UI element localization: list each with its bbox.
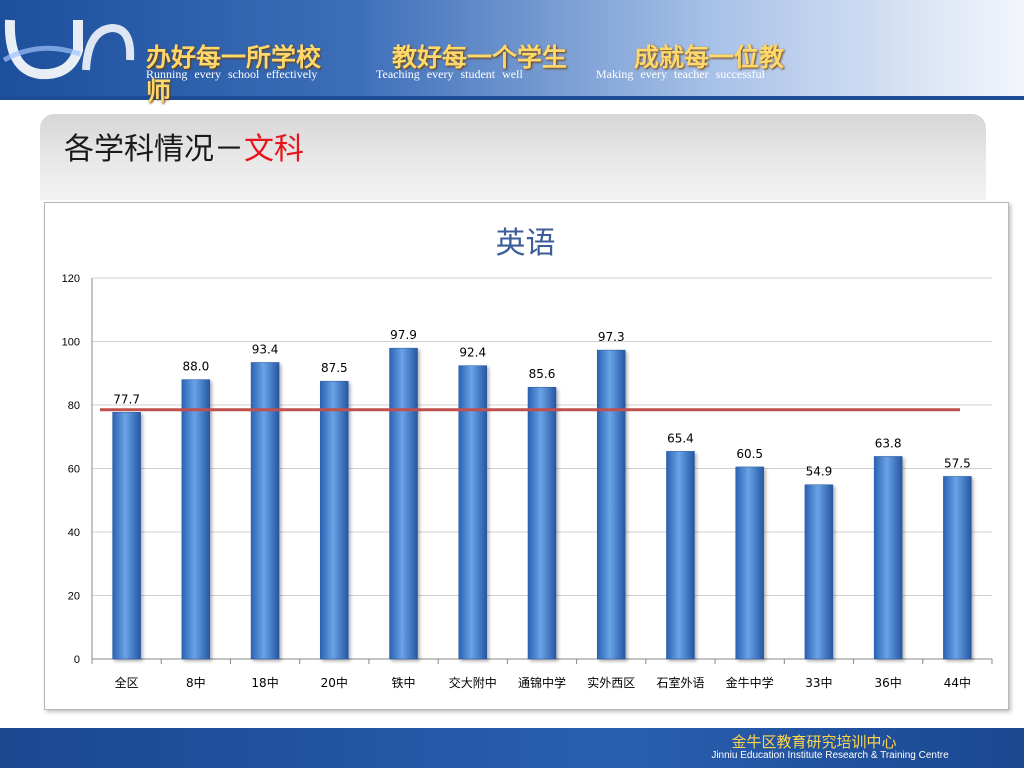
motto-cn-tail: 师 <box>146 77 172 106</box>
header-divider <box>0 96 1024 100</box>
bar-0 <box>112 412 141 660</box>
slide-title-main: 各学科情况－ <box>64 132 244 167</box>
y-tick-label: 20 <box>68 591 80 603</box>
y-tick-label: 100 <box>62 337 80 349</box>
x-category-label: 36中 <box>875 675 902 690</box>
bar-12 <box>943 476 972 660</box>
footer-org-en: Jinniu Education Institute Research & Tr… <box>711 750 949 761</box>
title-band <box>40 114 986 200</box>
header-banner <box>0 0 1024 96</box>
y-tick-label: 40 <box>68 527 80 539</box>
slide-title: 各学科情况－文科 <box>64 124 304 168</box>
footer-org-cn: 金牛区教育研究培训中心 <box>731 733 897 751</box>
bar-value-label: 97.9 <box>390 328 417 342</box>
bar-8 <box>666 451 695 660</box>
x-category-label: 石室外语 <box>656 675 704 690</box>
slide-title-accent: 文科 <box>244 132 304 167</box>
motto-cn-3: 成就每一位教 <box>634 43 785 72</box>
bar-value-label: 77.7 <box>113 392 140 406</box>
bar-value-label: 63.8 <box>875 436 902 450</box>
bar-6 <box>527 386 557 660</box>
bar-value-label: 65.4 <box>667 431 694 445</box>
bar-value-label: 93.4 <box>252 342 279 356</box>
bar-5 <box>458 365 488 660</box>
bar-value-label: 87.5 <box>321 361 348 375</box>
bar-1 <box>181 379 211 660</box>
bar-9 <box>735 466 764 660</box>
bar-value-label: 92.4 <box>459 346 486 360</box>
y-tick-label: 60 <box>68 464 80 476</box>
bar-value-label: 85.6 <box>529 367 556 381</box>
bar-10 <box>804 484 834 660</box>
footer-banner <box>0 728 1024 768</box>
bar-value-label: 88.0 <box>182 360 209 374</box>
y-tick-label: 80 <box>68 400 80 412</box>
x-category-label: 交大附中 <box>449 675 497 690</box>
motto-en-3: Making every teacher successful <box>596 67 765 81</box>
x-category-label: 20中 <box>321 675 348 690</box>
motto-en-2: Teaching every student well <box>376 67 523 81</box>
motto-cn-1: 办好每一所学校 <box>146 43 322 72</box>
bar-7 <box>596 349 626 660</box>
x-category-label: 通锦中学 <box>518 675 566 690</box>
motto-cn-2: 教好每一个学生 <box>392 43 568 72</box>
bar-11 <box>873 456 903 660</box>
chart-title: 英语 <box>495 226 556 261</box>
motto-en-1: Running every school effectively <box>146 67 318 81</box>
bar-3 <box>320 380 349 660</box>
x-category-label: 18中 <box>251 675 278 690</box>
bar-value-label: 60.5 <box>736 447 763 461</box>
x-category-label: 实外西区 <box>587 675 635 690</box>
y-tick-label: 120 <box>62 273 80 285</box>
school-logo-icon <box>2 19 135 80</box>
bar-value-label: 97.3 <box>598 330 625 344</box>
x-category-label: 铁中 <box>392 675 416 690</box>
y-tick-label: 0 <box>74 654 80 666</box>
bar-2 <box>250 362 280 660</box>
x-category-label: 全区 <box>115 675 139 690</box>
x-category-label: 金牛中学 <box>726 675 774 690</box>
bar-4 <box>389 347 418 660</box>
x-category-label: 33中 <box>805 675 832 690</box>
bar-value-label: 54.9 <box>806 465 833 479</box>
bar-value-label: 57.5 <box>944 456 971 470</box>
x-category-label: 8中 <box>186 675 206 690</box>
x-category-label: 44中 <box>944 675 971 690</box>
